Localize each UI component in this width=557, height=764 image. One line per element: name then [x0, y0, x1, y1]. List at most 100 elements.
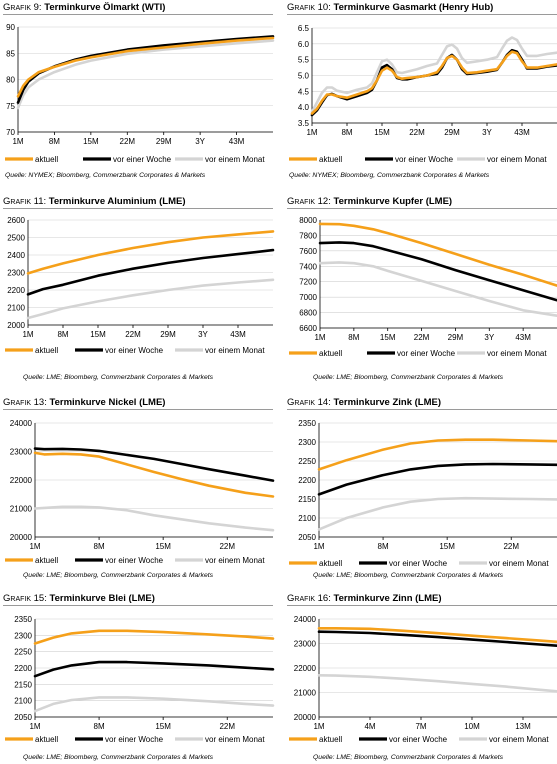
x-tick-label: 1M — [313, 542, 324, 551]
series-line-vor-einer-woche — [16, 35, 275, 104]
x-tick-label: 29M — [160, 330, 176, 339]
x-tick-label: 1M — [22, 330, 33, 339]
y-tick-label: 2200 — [14, 664, 32, 673]
chart-source: Quelle: LME; Bloomberg, Commerzbank Corp… — [313, 572, 504, 579]
x-tick-label: 1M — [12, 137, 23, 146]
chart-title: Grafik 10: Terminkurve Gasmarkt (Henry H… — [287, 2, 493, 13]
chart-number: Grafik 13: — [3, 397, 50, 408]
x-tick-label: 1M — [29, 542, 40, 551]
legend-label-week: vor einer Woche — [105, 556, 164, 565]
legend-label-month: vor einem Monat — [487, 349, 547, 358]
title-rule — [3, 14, 273, 15]
series-line-aktuell — [310, 50, 557, 115]
legend-label-current: aktuell — [35, 556, 58, 565]
series-line-aktuell — [317, 627, 557, 644]
y-tick-label: 5.0 — [298, 72, 310, 81]
y-tick-label: 2050 — [14, 713, 32, 722]
y-tick-label: 7600 — [299, 247, 317, 256]
x-tick-label: 22M — [219, 542, 235, 551]
y-tick-label: 2500 — [7, 234, 25, 243]
title-rule — [3, 409, 273, 410]
x-tick-label: 43M — [230, 330, 246, 339]
x-tick-label: 3Y — [482, 128, 492, 137]
series-line-vor-einer-woche — [33, 660, 275, 678]
x-tick-label: 43M — [514, 128, 530, 137]
legend-label-week: vor einer Woche — [389, 559, 448, 568]
x-tick-label: 29M — [156, 137, 172, 146]
series-line-vor-einem-monat — [317, 674, 557, 693]
y-tick-label: 24000 — [10, 419, 33, 428]
x-tick-label: 15M — [155, 542, 171, 551]
title-rule — [287, 605, 557, 606]
x-tick-label: 8M — [341, 128, 352, 137]
y-tick-label: 80 — [6, 76, 15, 85]
chart-title-text: Terminkurve Blei (LME) — [49, 593, 155, 604]
legend-label-week: vor einer Woche — [397, 349, 456, 358]
legend-label-month: vor einem Monat — [487, 155, 547, 164]
legend-label-current: aktuell — [35, 346, 58, 355]
x-tick-label: 10M — [464, 722, 480, 731]
y-tick-label: 20000 — [294, 713, 317, 722]
chart-title: Grafik 15: Terminkurve Blei (LME) — [3, 593, 155, 604]
y-tick-label: 3.5 — [298, 119, 310, 128]
x-tick-label: 43M — [515, 333, 531, 342]
chart-source: Quelle: LME; Bloomberg, Commerzbank Corp… — [23, 754, 214, 761]
y-tick-label: 23000 — [294, 640, 317, 649]
x-tick-label: 22M — [125, 330, 141, 339]
chart-number: Grafik 9: — [3, 2, 45, 13]
series-line-vor-einer-woche — [317, 630, 557, 647]
chart-svg: 6600 6800 7000 7200 7400 7600 7800 8000 1M 8M 15M 2… — [289, 216, 557, 358]
chart-title-text: Terminkurve Nickel (LME) — [49, 397, 166, 408]
x-tick-label: 15M — [83, 137, 99, 146]
title-rule — [3, 605, 273, 606]
y-tick-label: 85 — [6, 49, 15, 58]
legend-label-month: vor einem Monat — [205, 346, 265, 355]
y-tick-label: 2300 — [7, 269, 25, 278]
y-tick-label: 5.5 — [298, 56, 310, 65]
y-tick-label: 2350 — [298, 419, 316, 428]
chart-svg: 20000 21000 22000 23000 24000 1M 4M 7M 10M 13M akt… — [289, 615, 557, 744]
series-line-vor-einem-monat — [33, 696, 275, 713]
chart-svg: 3.5 4.0 4.5 5.0 5.5 6.0 6.5 1M 8M 15M 22M 29M 3Y 43M a… — [289, 24, 557, 164]
x-tick-label: 1M — [306, 128, 317, 137]
x-tick-label: 1M — [314, 333, 325, 342]
chart-title: Grafik 12: Terminkurve Kupfer (LME) — [287, 196, 452, 207]
chart-title: Grafik 16: Terminkurve Zinn (LME) — [287, 593, 442, 604]
chart-panel-7: Grafik 15: Terminkurve Blei (LME) 2050 210… — [3, 593, 275, 764]
chart-title: Grafik 11: Terminkurve Aluminium (LME) — [3, 196, 186, 207]
series-line-vor-einem-monat — [310, 36, 557, 114]
y-tick-label: 2300 — [14, 631, 32, 640]
chart-source: Quelle: NYMEX; Bloomberg, Commerzbank Co… — [289, 172, 490, 179]
y-tick-label: 2000 — [7, 321, 25, 330]
y-tick-label: 2600 — [7, 216, 25, 225]
x-tick-label: 29M — [448, 333, 464, 342]
chart-svg: 70 75 80 85 90 1M 8M 15M 22M 29M 3Y 43M aktuell vor e… — [5, 23, 275, 164]
chart-source: Quelle: NYMEX; Bloomberg, Commerzbank Co… — [5, 172, 206, 179]
x-tick-label: 7M — [415, 722, 426, 731]
y-tick-label: 24000 — [294, 615, 317, 624]
y-tick-label: 7200 — [299, 278, 317, 287]
y-tick-label: 23000 — [10, 448, 33, 457]
series-line-vor-einer-woche — [33, 447, 275, 482]
y-tick-label: 2250 — [14, 648, 32, 657]
y-tick-label: 2150 — [298, 495, 316, 504]
legend-label-current: aktuell — [319, 155, 342, 164]
y-tick-label: 7800 — [299, 231, 317, 240]
chart-title-text: Terminkurve Aluminium (LME) — [48, 196, 186, 207]
series-line-vor-einer-woche — [26, 248, 275, 296]
y-tick-label: 6800 — [299, 309, 317, 318]
legend-label-month: vor einem Monat — [489, 735, 549, 744]
y-tick-label: 4.0 — [298, 103, 310, 112]
chart-number: Grafik 11: — [3, 196, 49, 207]
x-tick-label: 15M — [374, 128, 390, 137]
y-tick-label: 90 — [6, 23, 15, 32]
legend-label-current: aktuell — [319, 559, 342, 568]
chart-title: Grafik 13: Terminkurve Nickel (LME) — [3, 397, 165, 408]
x-tick-label: 4M — [364, 722, 375, 731]
y-tick-label: 70 — [6, 128, 15, 137]
y-tick-label: 6.0 — [298, 40, 310, 49]
legend-label-week: vor einer Woche — [105, 346, 164, 355]
legend-label-current: aktuell — [35, 155, 58, 164]
chart-svg: 2050 2100 2150 2200 2250 2300 2350 1M 8M 15M 22M ak… — [289, 419, 557, 568]
y-tick-label: 7400 — [299, 262, 317, 271]
